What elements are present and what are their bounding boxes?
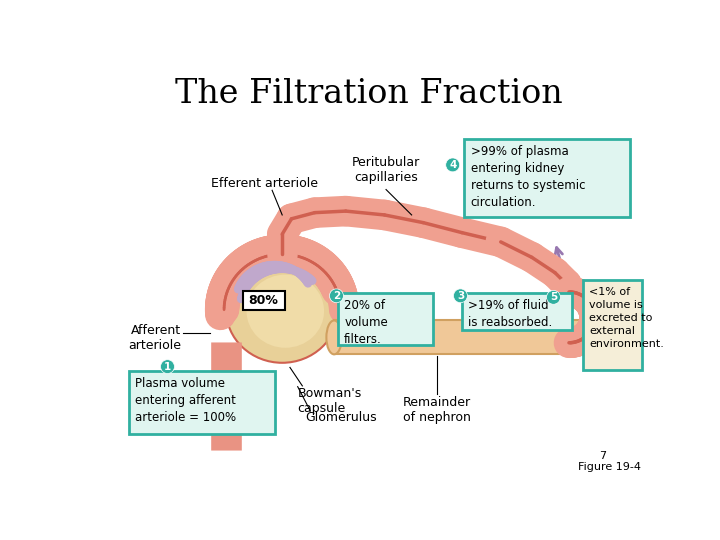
Text: >99% of plasma
entering kidney
returns to systemic
circulation.: >99% of plasma entering kidney returns t…	[471, 145, 585, 209]
FancyBboxPatch shape	[583, 280, 642, 370]
Text: 3: 3	[456, 291, 464, 301]
Text: Glomerulus: Glomerulus	[305, 411, 377, 424]
Circle shape	[330, 289, 343, 303]
Ellipse shape	[583, 320, 605, 354]
Text: 2: 2	[333, 291, 340, 301]
FancyBboxPatch shape	[129, 372, 275, 434]
Text: The Filtration Fraction: The Filtration Fraction	[175, 78, 563, 110]
Text: Afferent
arteriole: Afferent arteriole	[128, 324, 181, 352]
Text: 1: 1	[164, 362, 171, 372]
Circle shape	[454, 289, 467, 303]
Ellipse shape	[326, 320, 342, 354]
Text: <1% of
volume is
excreted to
external
environment.: <1% of volume is excreted to external en…	[589, 287, 664, 349]
Text: Efferent arteriole: Efferent arteriole	[211, 177, 318, 190]
Text: 7: 7	[599, 451, 606, 461]
Text: Remainder
of nephron: Remainder of nephron	[403, 396, 472, 424]
Ellipse shape	[246, 275, 324, 348]
Text: 4: 4	[449, 160, 456, 170]
Ellipse shape	[226, 256, 338, 363]
Text: Figure 19-4: Figure 19-4	[578, 462, 642, 472]
Text: Plasma volume
entering afferent
arteriole = 100%: Plasma volume entering afferent arteriol…	[135, 377, 236, 424]
Text: 80%: 80%	[248, 294, 279, 307]
Circle shape	[161, 360, 174, 374]
FancyBboxPatch shape	[464, 139, 630, 217]
FancyBboxPatch shape	[243, 291, 284, 309]
Text: 5: 5	[550, 292, 557, 302]
FancyBboxPatch shape	[334, 320, 594, 354]
Circle shape	[446, 158, 459, 172]
Circle shape	[546, 291, 560, 304]
Text: 20% of
volume
filters.: 20% of volume filters.	[344, 299, 388, 346]
FancyBboxPatch shape	[462, 293, 572, 330]
Text: >19% of fluid
is reabsorbed.: >19% of fluid is reabsorbed.	[468, 299, 552, 329]
Text: Peritubular
capillaries: Peritubular capillaries	[352, 156, 420, 184]
FancyBboxPatch shape	[338, 293, 433, 345]
Text: Bowman's
capsule: Bowman's capsule	[297, 387, 362, 415]
